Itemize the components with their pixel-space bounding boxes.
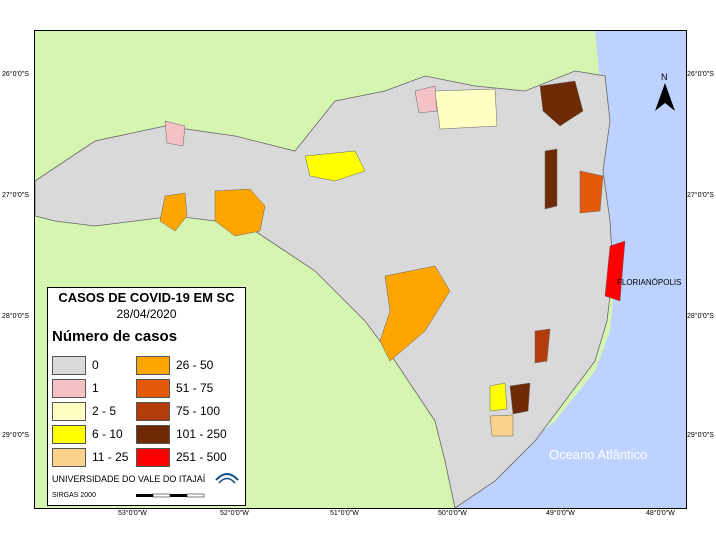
legend-swatch-5: [52, 448, 86, 467]
legend-label-2: 1: [92, 381, 99, 395]
right-tick-1: 26°0'0"S: [687, 71, 714, 78]
left-tick-4: 29°0'0"S: [2, 432, 29, 439]
municipality-pink-2: [164, 120, 186, 147]
map-date: 28/04/2020: [116, 307, 177, 321]
legend-label-8: 75 - 100: [176, 404, 221, 418]
municipality-oeste-orange: [159, 192, 188, 232]
legend-swatch-1: [52, 356, 86, 375]
left-tick-3: 28°0'0"S: [2, 313, 29, 320]
bottom-tick-4: 50°0'0"W: [438, 510, 467, 517]
legend-label-7: 51 - 75: [176, 381, 214, 395]
municipality-laguna: [534, 328, 551, 364]
legend-swatch-9: [136, 425, 170, 444]
legend-swatch-6: [136, 356, 170, 375]
legend-swatch-2: [52, 379, 86, 398]
right-tick-3: 28°0'0"S: [687, 313, 714, 320]
place-florianopolis: FLORIANÓPOLIS: [617, 278, 682, 287]
legend-panel: CASOS DE COVID-19 EM SC 28/04/2020 Númer…: [47, 287, 246, 506]
legend-label-6: 26 - 50: [176, 358, 214, 372]
municipality-pink-1: [414, 85, 438, 114]
datum-label: SIRGAS 2000: [52, 492, 96, 499]
left-tick-1: 26°0'0"S: [2, 71, 29, 78]
bottom-tick-6: 48°0'0"W: [646, 510, 675, 517]
legend-swatch-7: [136, 379, 170, 398]
university-logo-icon: [215, 473, 239, 484]
north-label: N: [661, 72, 668, 82]
municipality-blumenau: [544, 148, 558, 210]
legend-label-5: 11 - 25: [92, 450, 129, 464]
ocean-area: [455, 31, 686, 508]
right-tick-4: 29°0'0"S: [687, 432, 714, 439]
ocean-label: Oceano Atlântico: [549, 447, 648, 462]
right-tick-2: 27°0'0"S: [687, 192, 714, 199]
legend-label-3: 2 - 5: [92, 404, 117, 418]
municipality-florianopolis: [604, 240, 626, 302]
legend-swatch-4: [52, 425, 86, 444]
municipality-tubarao: [509, 382, 531, 415]
map-title: CASOS DE COVID-19 EM SC: [58, 290, 235, 305]
municipality-itajai: [579, 170, 604, 214]
left-tick-2: 27°0'0"S: [2, 192, 29, 199]
scale-bar: [136, 493, 205, 498]
municipality-joinville: [539, 80, 584, 127]
bottom-tick-2: 52°0'0"W: [220, 510, 249, 517]
legend-label-9: 101 - 250: [176, 427, 227, 441]
legend-swatch-10: [136, 448, 170, 467]
university-label: UNIVERSIDADE DO VALE DO ITAJAÍ: [52, 474, 206, 484]
municipality-cacador: [304, 150, 366, 182]
municipality-sul-orange: [489, 414, 514, 437]
municipality-criciuma: [489, 382, 508, 412]
municipality-lages: [379, 265, 451, 362]
map-canvas: [35, 31, 686, 508]
bottom-tick-1: 53°0'0"W: [118, 510, 147, 517]
legend-swatch-3: [52, 402, 86, 421]
municipality-chapeco-region: [214, 188, 266, 237]
legend-swatch-8: [136, 402, 170, 421]
bottom-tick-5: 49°0'0"W: [546, 510, 575, 517]
municipality-yellow-light: [434, 88, 498, 130]
legend-label-4: 6 - 10: [92, 427, 123, 441]
legend-label-1: 0: [92, 358, 99, 372]
legend-label-10: 251 - 500: [176, 450, 227, 464]
bottom-tick-3: 51°0'0"W: [330, 510, 359, 517]
legend-heading: Número de casos: [52, 328, 178, 345]
north-arrow-icon: [655, 83, 675, 111]
